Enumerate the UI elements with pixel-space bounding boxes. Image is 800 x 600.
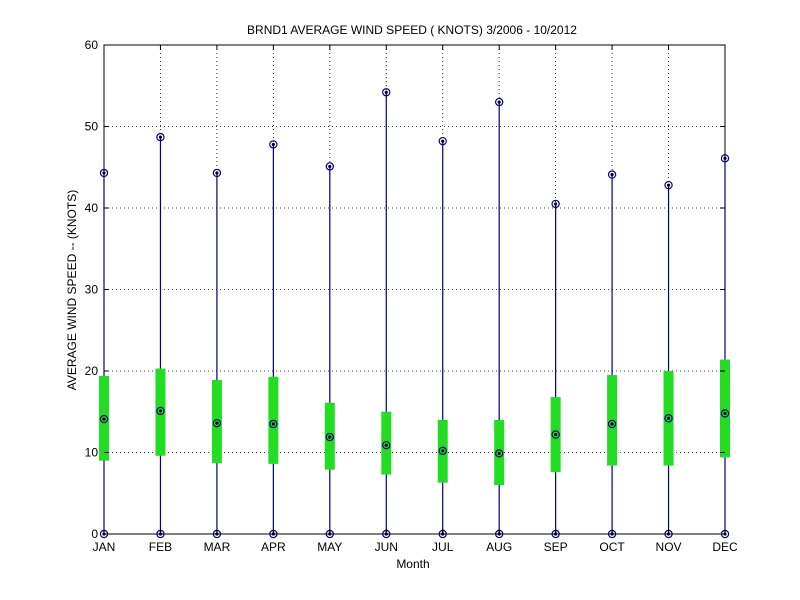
max-marker-dot [554,202,558,206]
max-marker-dot [441,139,445,143]
plot-area [103,44,726,535]
iqr-box [211,379,222,464]
median-marker-dot [666,416,671,420]
x-tick-label: OCT [599,540,625,554]
median-marker-dot [328,435,332,439]
x-axis-label: Month [396,557,429,571]
x-tick-label: JUN [375,540,398,554]
max-marker-dot [497,100,501,104]
max-marker [494,97,504,107]
max-marker-dot [215,171,219,175]
x-axis: JAN FEB MAR APR MAY JUN JUL AUG SEP OCT NOV DEC [93,45,738,554]
x-tick-label: APR [261,540,286,554]
y-tick-label: 60 [85,38,99,52]
box-plots [99,88,730,539]
max-marker [269,140,278,149]
median-marker [212,418,222,428]
x-tick-label: MAR [204,540,231,554]
y-tick-label: 20 [85,364,99,378]
median-marker-dot [158,409,163,413]
median-marker-dot [441,449,445,453]
y-tick-label: 50 [85,120,99,134]
max-marker [720,154,730,163]
median-marker [438,446,447,456]
max-marker-dot [723,156,727,160]
x-tick-label: FEB [149,540,172,554]
max-marker-dot [384,90,388,94]
median-marker-dot [554,432,558,437]
max-marker [156,132,165,142]
y-tick-label: 10 [85,446,99,460]
max-marker-dot [158,135,163,139]
x-tick-label: JAN [93,540,116,554]
max-marker [382,88,391,97]
x-tick-label: NOV [656,540,682,554]
y-tick-label: 0 [91,527,98,541]
y-tick-label: 30 [85,283,99,297]
x-tick-label: SEP [544,540,568,554]
y-tick-label: 40 [85,201,99,215]
median-marker [494,449,504,458]
max-marker-dot [610,172,614,177]
median-marker-dot [610,422,614,426]
iqr-box [720,359,730,458]
median-marker [607,419,617,429]
max-marker [551,199,560,209]
median-marker [382,440,391,450]
max-marker-dot [102,171,106,175]
median-marker-dot [215,421,219,425]
max-marker-dot [271,142,275,147]
median-marker-dot [271,422,275,426]
max-marker [325,162,335,171]
median-marker [551,430,560,439]
median-marker-dot [102,417,106,421]
median-marker [99,414,109,424]
max-marker [607,170,617,179]
max-marker [212,168,222,178]
x-tick-label: JUL [432,540,454,554]
max-marker-dot [328,164,332,169]
x-tick-label: DEC [712,540,738,554]
median-marker-dot [497,451,501,455]
median-marker [269,419,278,429]
iqr-box [381,411,392,475]
median-marker [664,414,673,423]
x-tick-label: MAY [317,540,342,554]
x-tick-label: AUG [486,540,512,554]
median-marker [325,432,335,442]
median-marker [720,409,730,418]
median-marker [156,406,165,416]
max-marker [99,168,109,178]
median-marker-dot [384,443,388,447]
max-marker [438,136,447,146]
median-marker-dot [723,411,727,415]
max-marker-dot [666,183,671,187]
y-axis: 0 10 20 30 40 50 60 [85,38,725,541]
chart-title: BRND1 AVERAGE WIND SPEED ( KNOTS) 3/2006… [247,23,577,37]
max-marker [664,180,673,190]
y-axis-label: AVERAGE WIND SPEED -- (KNOTS) [65,190,79,390]
